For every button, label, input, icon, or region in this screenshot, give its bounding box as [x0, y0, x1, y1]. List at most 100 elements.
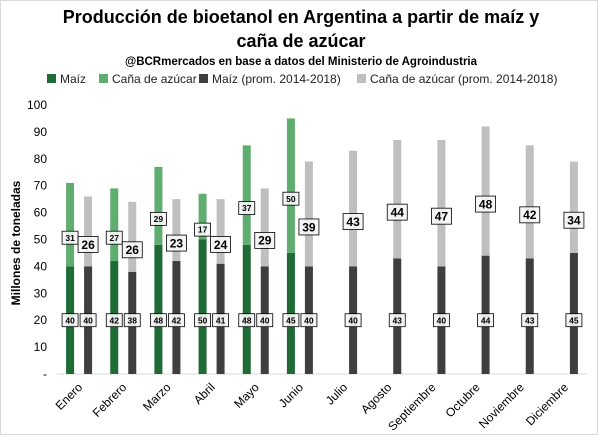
y-tick-label: 10	[34, 340, 48, 354]
data-label: 42	[172, 315, 182, 325]
data-label: 47	[435, 210, 449, 224]
data-label: 26	[126, 243, 140, 257]
bar-segment	[525, 145, 534, 259]
data-label-box	[342, 213, 364, 230]
data-label: 44	[391, 205, 405, 219]
bar-segment	[393, 139, 402, 259]
bar-segment	[481, 126, 490, 256]
x-tick-label: Julio	[323, 380, 351, 408]
data-label-box	[563, 211, 585, 229]
x-tick-label: Noviembre	[476, 380, 527, 431]
data-label-box	[386, 203, 408, 221]
data-label-box	[256, 313, 274, 328]
y-tick-label: 50	[34, 233, 48, 247]
bar-segment	[260, 188, 269, 267]
legend-label: Maíz	[60, 72, 86, 86]
data-label-box	[565, 313, 583, 328]
y-tick-label: 60	[34, 206, 48, 220]
data-label: 50	[198, 315, 208, 325]
data-label-box	[194, 313, 211, 328]
y-tick-label: 40	[34, 259, 48, 273]
data-label-box	[300, 313, 318, 328]
data-label-box	[344, 313, 362, 328]
x-tick-label: Enero	[53, 380, 86, 413]
bar-segment	[128, 201, 137, 272]
x-tick-label: Marzo	[140, 380, 174, 414]
data-label: 29	[154, 214, 164, 224]
bar-segment	[349, 150, 358, 267]
data-label: 26	[81, 238, 95, 252]
legend-swatch	[99, 74, 108, 83]
data-label: 48	[242, 315, 252, 325]
chart-subtitle: @BCRmercados en base a datos del Ministe…	[125, 56, 478, 68]
data-label-box	[194, 222, 211, 237]
y-tick-label: 100	[27, 98, 47, 112]
data-label: 27	[110, 233, 120, 243]
data-labels: 40 31 40 26 42 27 38 26 48 29 42 23 50 17 41 24 48 37 40 29…	[61, 191, 585, 328]
data-label-box	[79, 313, 97, 328]
data-label-box	[105, 313, 123, 328]
data-label: 45	[286, 315, 296, 325]
legend: Maíz Caña de azúcar Maíz (prom. 2014-2018)…	[47, 72, 557, 86]
data-label-box	[254, 231, 276, 249]
data-label: 37	[242, 203, 252, 213]
legend-swatch	[199, 74, 208, 83]
data-label-box	[238, 201, 256, 216]
data-label-box	[121, 241, 143, 259]
data-label-box	[521, 313, 539, 328]
bar-segment	[198, 193, 207, 240]
x-tick-label: Mayo	[231, 380, 262, 411]
legend-swatch	[47, 74, 56, 83]
bar-segment	[84, 196, 93, 267]
y-tick-label: 70	[34, 179, 48, 193]
chart-title-line-1: Producción de bioetanol en Argentina a p…	[63, 7, 539, 27]
x-tick-label: Junio	[276, 380, 306, 410]
bar-segment	[242, 145, 251, 245]
data-label: 40	[304, 315, 314, 325]
bars	[66, 118, 578, 374]
data-label-box	[238, 313, 256, 328]
bar-segment	[286, 118, 295, 253]
data-label-box	[431, 207, 452, 225]
data-label-box	[477, 313, 494, 328]
data-label-box	[61, 313, 79, 328]
data-label-box	[212, 313, 229, 328]
bar-segment	[110, 188, 119, 262]
x-tick-label: Febrero	[90, 380, 130, 420]
data-label-box	[105, 230, 123, 245]
data-label: 43	[393, 315, 403, 325]
data-label-box	[123, 313, 141, 328]
bar-segment	[66, 183, 75, 267]
data-label-box	[519, 206, 541, 224]
data-label: 24	[214, 238, 228, 252]
data-label: 31	[65, 233, 75, 243]
data-label-box	[388, 313, 406, 328]
y-tick-label: 80	[34, 152, 48, 166]
data-label: 45	[569, 315, 579, 325]
legend-swatch	[357, 74, 366, 83]
chart-title-line-2: caña de azúcar	[236, 31, 365, 51]
data-label: 40	[260, 315, 270, 325]
data-label: 17	[198, 225, 208, 235]
data-label: 42	[110, 315, 120, 325]
x-tick-label: Abril	[191, 380, 218, 407]
x-tick-label: Septiembre	[385, 380, 439, 434]
y-axis-label: Millones de toneladas	[9, 180, 23, 305]
data-label: 43	[525, 315, 535, 325]
data-label: 29	[258, 234, 272, 248]
data-label-box	[77, 236, 99, 253]
data-label-box	[210, 236, 231, 253]
data-label: 48	[479, 197, 493, 211]
y-tick-label: -	[43, 367, 47, 381]
y-tick-label: 90	[34, 125, 48, 139]
data-label: 38	[128, 315, 138, 325]
data-label: 42	[523, 208, 537, 222]
data-label: 39	[302, 220, 316, 234]
data-label: 23	[170, 236, 184, 250]
x-tick-label: Diciembre	[523, 380, 571, 428]
y-tick-label: 30	[34, 286, 48, 300]
bar-segment	[304, 161, 313, 267]
data-label-box	[433, 313, 450, 328]
